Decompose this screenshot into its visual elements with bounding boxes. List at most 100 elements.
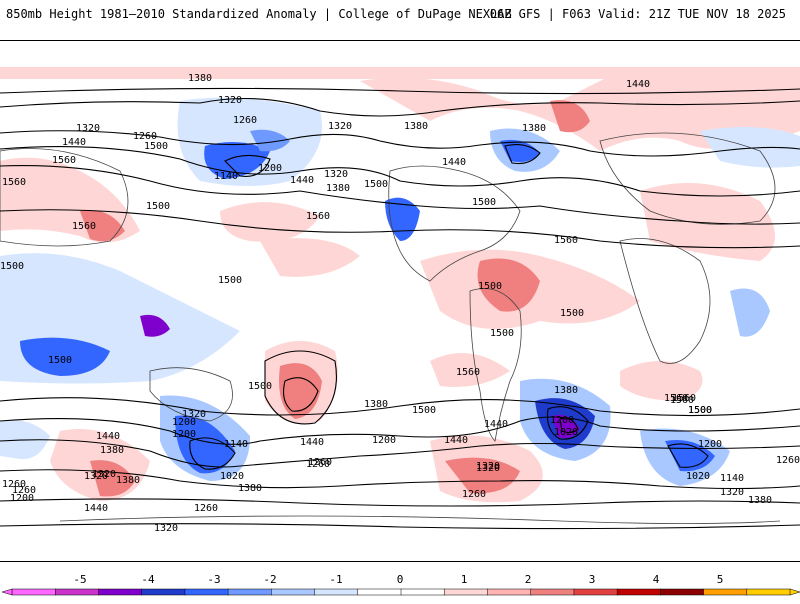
contour-label: 1020 [220, 471, 244, 482]
contour-label: 1440 [444, 435, 468, 446]
colorbar-cell [98, 588, 143, 596]
contour-label: 1200 [698, 439, 722, 450]
contour-label: 1440 [290, 175, 314, 186]
colorbar-cell [487, 588, 532, 596]
negative-anomaly-strong [175, 415, 235, 474]
contour-label: 1380 [188, 73, 212, 84]
contour-label: 1440 [442, 157, 466, 168]
contour-label: 1320 [328, 121, 352, 132]
colorbar-cell [703, 588, 748, 596]
eurasia-outline [599, 132, 776, 225]
contour-label: 1380 [522, 123, 546, 134]
contour-label: 1440 [96, 431, 120, 442]
contour-line [0, 209, 800, 249]
contour-label: 1560 [672, 393, 696, 404]
contour-label: 1500 [248, 381, 272, 392]
colorbar-tick-label: -5 [73, 573, 86, 586]
contour-label: 1380 [364, 399, 388, 410]
contour-label: 1500 [364, 179, 388, 190]
contour-label: 1200 [172, 429, 196, 440]
colorbar-cell [357, 588, 402, 596]
contour-label: 1320 [720, 487, 744, 498]
contour-line [0, 439, 800, 468]
contour-label: 1500 [412, 405, 436, 416]
contour-line [0, 87, 800, 95]
colorbar-cell [54, 588, 100, 596]
contour-label: 1200 [258, 163, 282, 174]
contour-label: 1500 [472, 197, 496, 208]
positive-anomaly [260, 238, 360, 277]
colorbar-ticks: -5 -4 -3 -2 -1 0 1 2 3 4 5 [73, 573, 723, 586]
contour-line [0, 165, 800, 225]
contour-label: 1560 [456, 367, 480, 378]
positive-anomaly-strong [90, 460, 135, 497]
colorbar-cells [1, 588, 800, 596]
contour-label: 1500 [560, 308, 584, 319]
north-america-outline [388, 165, 521, 282]
colorbar-cell [314, 588, 359, 596]
contour-label: 1260 [306, 459, 330, 470]
contour-label: 1200 [550, 415, 574, 426]
contour-line [0, 469, 800, 490]
contour-low-center [189, 437, 236, 470]
australia-outline [149, 367, 233, 422]
contour-label: 1260 [194, 503, 218, 514]
colorbar-tick-label: 5 [717, 573, 724, 586]
contour-label: 1380 [748, 495, 772, 506]
contour-label: 1380 [116, 475, 140, 486]
contour-label: 1380 [326, 183, 350, 194]
contour-line [0, 98, 800, 117]
colorbar-cell [746, 588, 791, 596]
contour-label: 1320 [154, 523, 178, 534]
contour-line [0, 498, 800, 507]
positive-anomaly [0, 67, 800, 79]
contour-label: 1440 [300, 437, 324, 448]
colorbar-tick-label: 3 [589, 573, 596, 586]
contour-label: 1500 [688, 405, 712, 416]
antarctica-outline [59, 515, 781, 524]
colorbar-tick-label: -4 [141, 573, 155, 586]
contour-label: 1380 [554, 385, 578, 396]
contour-label: 1320 [76, 123, 100, 134]
negative-anomaly [730, 288, 770, 337]
colorbar-tick-label: 1 [461, 573, 468, 586]
negative-anomaly [250, 129, 290, 152]
colorbar-cell [11, 588, 56, 596]
contour-label: 1260 [12, 485, 36, 496]
contour-label: 1380 [404, 121, 428, 132]
map-title: 850mb Height 1981–2010 Standardized Anom… [6, 7, 512, 21]
contour-label: 1440 [62, 137, 86, 148]
contour-label: 1380 [100, 445, 124, 456]
colorbar-cell [443, 588, 489, 596]
contour-label: 1440 [484, 419, 508, 430]
contour-label: 1560 [52, 155, 76, 166]
south-america-outline [469, 288, 522, 442]
map-panel: 1380 1320 1260 1320 1440 1560 1500 1560 1260 1140… [0, 40, 800, 562]
contour-label: 1500 [48, 355, 72, 366]
colorbar-svg: -5 -4 -3 -2 -1 0 1 2 3 4 5 [1, 573, 800, 596]
positive-anomaly-strong [477, 258, 540, 312]
colorbar-cell [271, 588, 316, 596]
contour-label: 1500 [0, 261, 24, 272]
negative-anomaly-extreme [140, 314, 170, 337]
positive-anomaly-strong [550, 100, 590, 133]
model-run-info: 06Z GFS | F063 Valid: 21Z TUE NOV 18 202… [489, 7, 786, 21]
positive-anomaly [430, 353, 510, 387]
contour-low-center [224, 154, 271, 177]
contour-label: 1440 [626, 79, 650, 90]
contour-label: 1260 [776, 455, 800, 466]
contour-low-center [559, 417, 579, 434]
contour-label: 1260 [2, 479, 26, 490]
contour-label: 1500 [688, 405, 712, 416]
contour-label: 1320 [218, 95, 242, 106]
colorbar-cell [573, 588, 618, 596]
contour-label: 1020 [554, 427, 578, 438]
negative-anomaly-strong [20, 337, 110, 376]
colorbar-cell [141, 588, 186, 596]
contour-label: 1320 [182, 409, 206, 420]
contour-labels: 1380132012601320144015601500156012601140… [0, 73, 800, 534]
contour-label: 1500 [478, 281, 502, 292]
contour-label: 1560 [670, 395, 694, 406]
colorbar-cell [616, 588, 662, 596]
contour-line [0, 416, 800, 445]
